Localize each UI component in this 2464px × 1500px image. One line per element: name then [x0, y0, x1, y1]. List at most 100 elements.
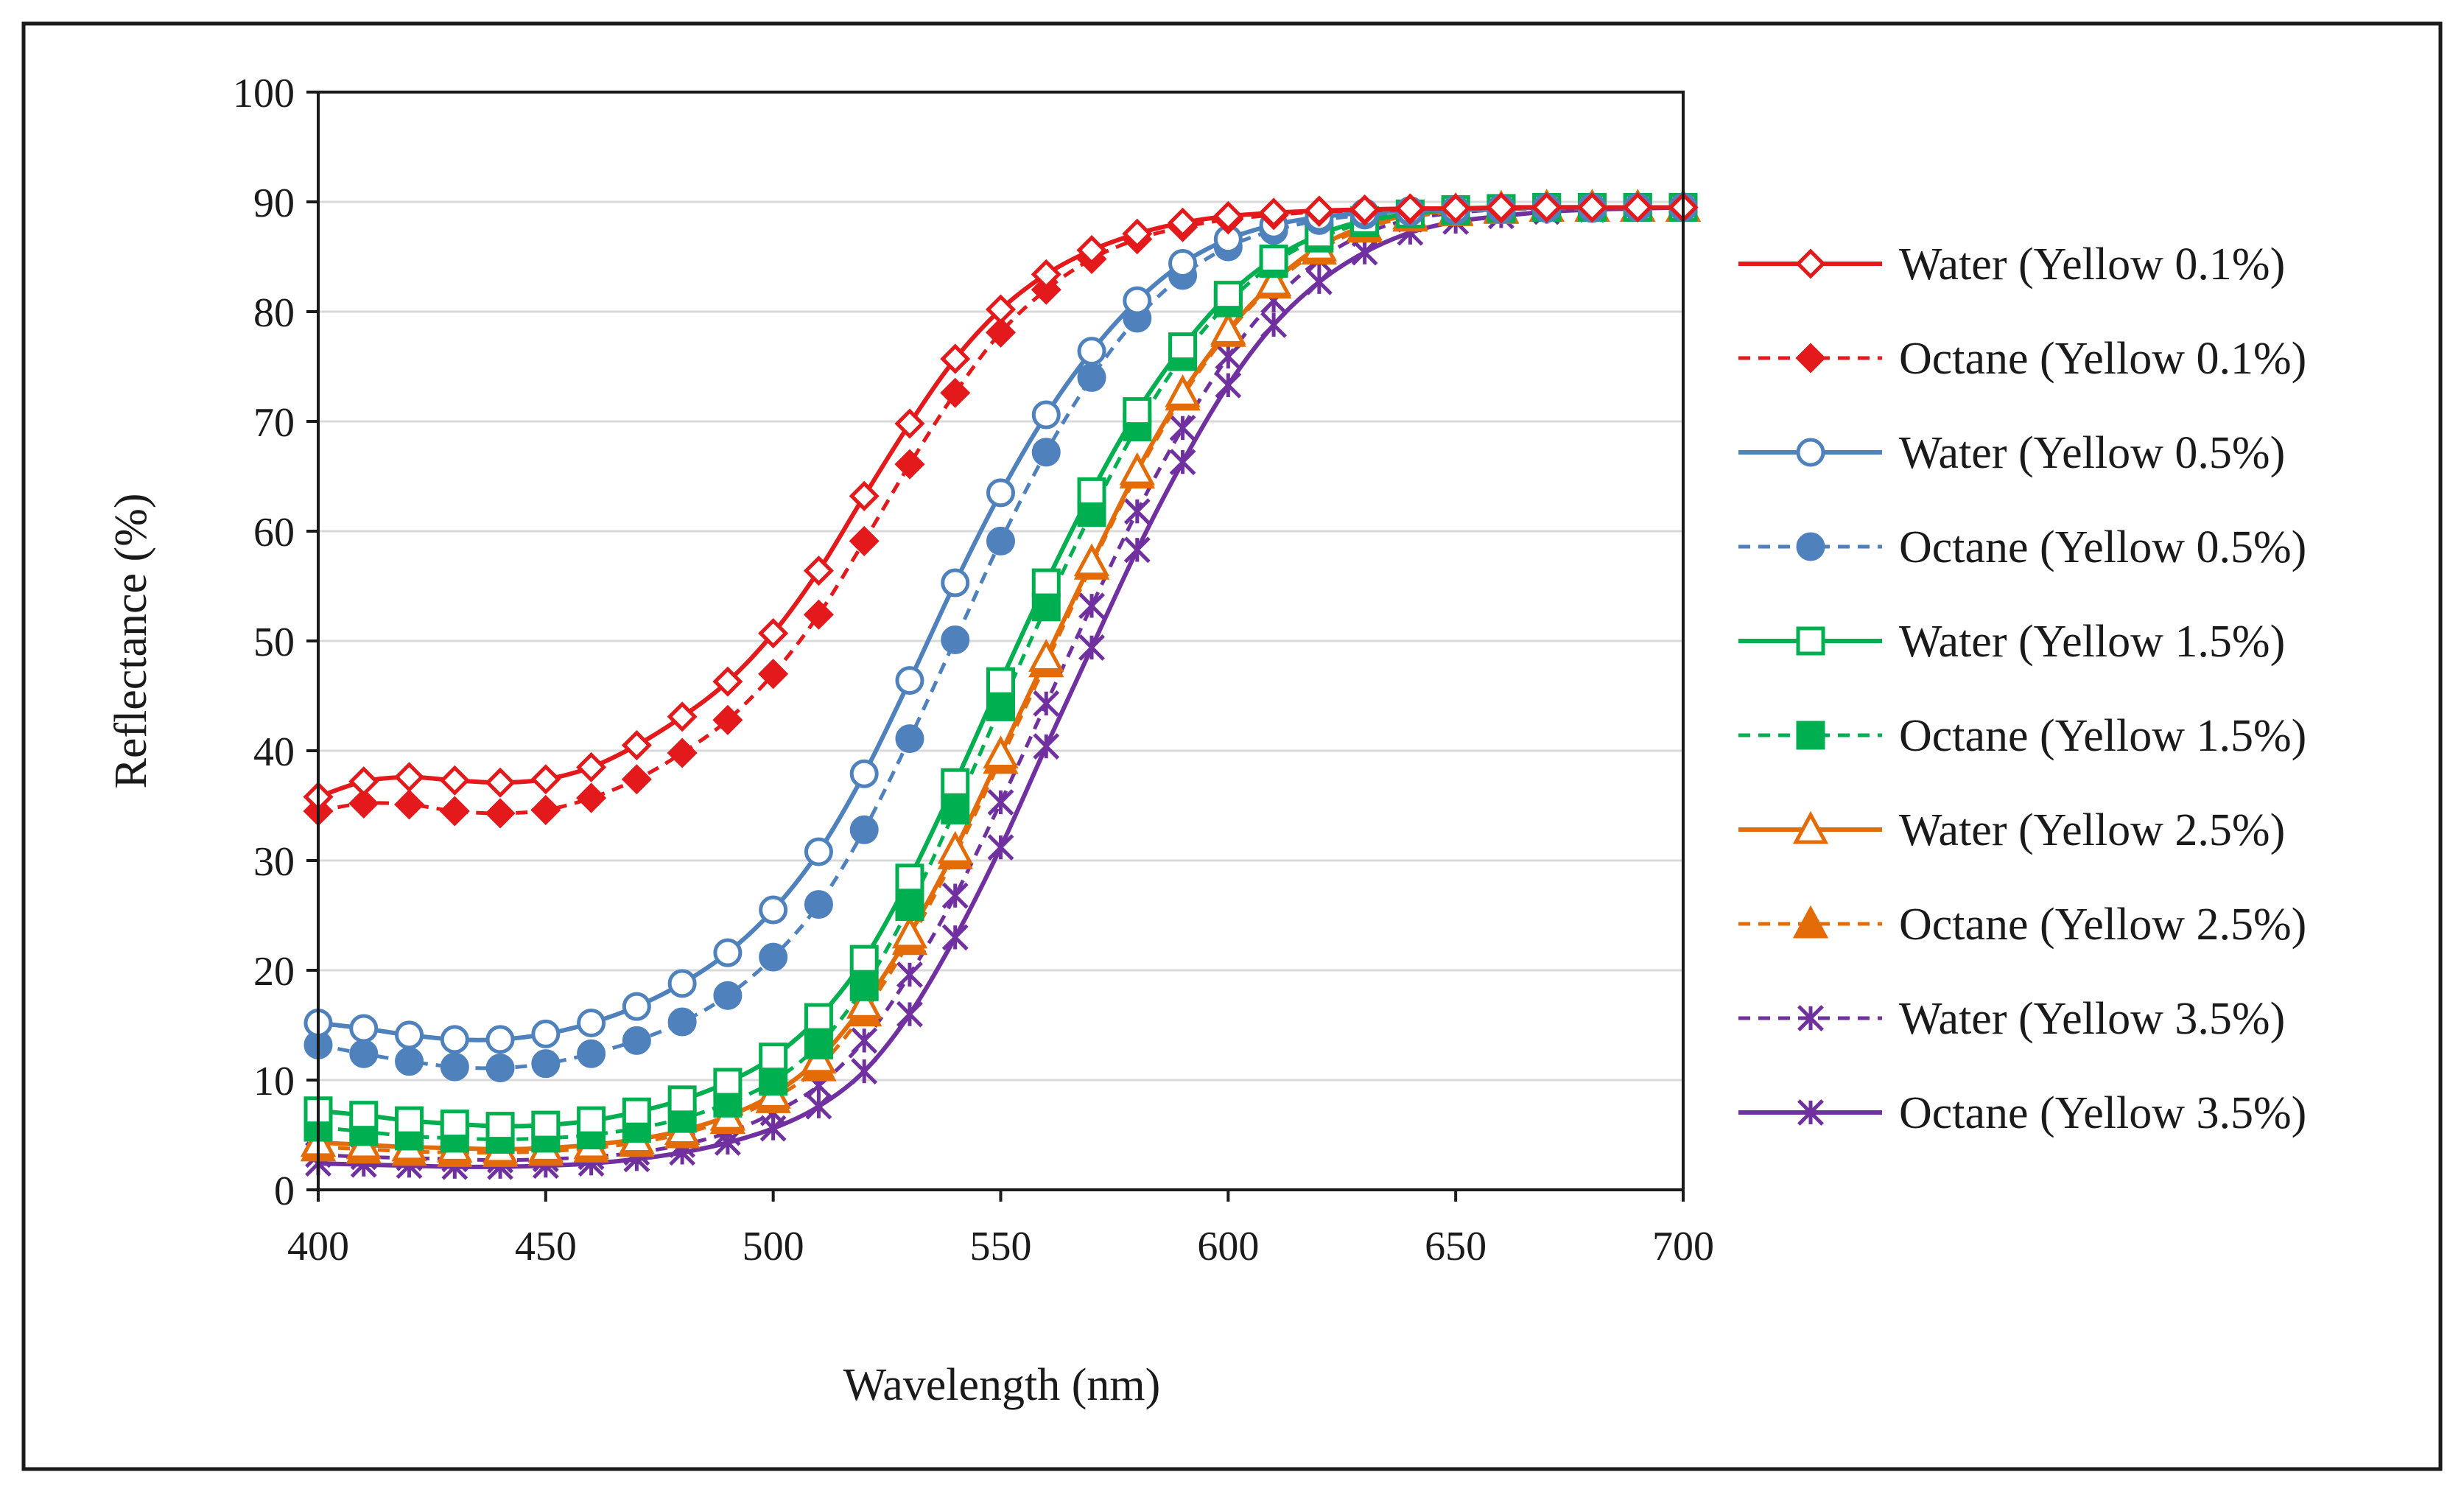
data-point	[440, 1110, 469, 1139]
x-tick-labels: 400 450 500 550 600 650 700	[287, 1224, 1714, 1269]
data-point	[1028, 639, 1064, 672]
data-point	[941, 568, 970, 597]
y-tick-label: 80	[253, 290, 295, 336]
data-point	[577, 1009, 606, 1038]
legend-entry: Water (Yellow 3.5%)	[1738, 994, 2285, 1044]
data-point	[803, 599, 834, 630]
figure-frame	[21, 21, 2443, 1471]
data-point	[1212, 200, 1243, 231]
x-tick-label: 700	[1652, 1224, 1714, 1269]
data-point	[1073, 543, 1110, 577]
data-point	[759, 895, 788, 925]
data-point	[531, 1049, 561, 1079]
data-point	[531, 1019, 561, 1048]
legend-marker-swatch	[1795, 248, 1826, 279]
data-point	[895, 666, 924, 695]
data-point	[1031, 259, 1061, 290]
data-point	[395, 1020, 424, 1050]
data-point	[577, 1039, 606, 1068]
data-point	[349, 1101, 379, 1130]
data-point	[759, 1042, 788, 1072]
data-point	[851, 1027, 878, 1054]
data-point	[1168, 248, 1198, 278]
data-point	[395, 1106, 424, 1135]
data-point	[577, 1106, 606, 1135]
legend-marker-swatch	[1796, 721, 1825, 750]
data-point	[621, 730, 652, 761]
data-point	[531, 1110, 561, 1140]
x-tick-label: 500	[743, 1224, 804, 1269]
data-point	[485, 1025, 515, 1054]
data-point	[1169, 449, 1196, 476]
legend: Water (Yellow 0.1%) Octane (Yellow 0.1%) W…	[1738, 239, 2306, 1138]
legend-entry: Water (Yellow 0.5%)	[1738, 428, 2285, 478]
data-point	[1576, 192, 1608, 222]
legend-entry: Octane (Yellow 0.1%)	[1738, 334, 2306, 384]
data-point	[987, 834, 1014, 861]
data-point	[485, 767, 516, 798]
data-point	[1260, 311, 1288, 338]
legend-marker-swatch	[1796, 626, 1825, 656]
data-point	[1123, 498, 1151, 525]
data-point	[985, 294, 1017, 325]
data-point	[1033, 690, 1060, 717]
legend-label: Octane (Yellow 1.5%)	[1899, 711, 2306, 761]
data-point	[986, 526, 1015, 556]
data-point	[846, 985, 882, 1019]
data-point	[941, 882, 969, 909]
legend-entry: Water (Yellow 0.1%)	[1738, 239, 2285, 290]
data-point	[1123, 397, 1152, 427]
data-point	[1078, 592, 1105, 620]
data-point	[1077, 362, 1106, 392]
data-point	[983, 735, 1019, 768]
tick-marks	[306, 91, 1685, 1202]
data-point	[439, 796, 470, 827]
data-point	[530, 794, 561, 825]
data-point	[622, 1026, 651, 1055]
data-point	[941, 625, 970, 655]
data-point	[851, 1058, 878, 1084]
data-point	[348, 766, 379, 797]
data-point	[1077, 337, 1106, 366]
data-point	[804, 1003, 833, 1032]
x-tick-label: 450	[515, 1224, 577, 1269]
legend-entry: Water (Yellow 2.5%)	[1738, 805, 2285, 855]
data-point	[759, 1066, 788, 1096]
data-point	[1077, 477, 1106, 506]
x-tick-label: 400	[287, 1224, 349, 1269]
data-point	[713, 981, 743, 1010]
data-point	[941, 924, 969, 951]
y-tick-label: 50	[253, 620, 295, 665]
legend-marker-swatch	[1796, 438, 1825, 467]
legend-marker-swatch	[1792, 905, 1829, 939]
data-point	[941, 768, 970, 797]
data-point	[1123, 286, 1152, 315]
data-point	[940, 377, 971, 408]
data-point	[621, 764, 652, 795]
legend-marker-swatch	[1792, 810, 1829, 844]
data-point	[1531, 192, 1562, 222]
x-axis-label: Wavelength (nm)	[843, 1360, 1161, 1410]
data-point	[393, 789, 425, 820]
legend-label: Water (Yellow 1.5%)	[1899, 617, 2285, 667]
data-point	[1168, 332, 1198, 362]
legend-label: Octane (Yellow 0.1%)	[1899, 334, 2306, 384]
legend-label: Water (Yellow 0.1%)	[1899, 239, 2285, 290]
data-point	[986, 478, 1015, 508]
data-point	[895, 724, 924, 754]
data-point	[1078, 634, 1105, 661]
data-point	[667, 701, 698, 732]
legend-label: Octane (Yellow 2.5%)	[1899, 900, 2306, 950]
legend-entry: Octane (Yellow 1.5%)	[1738, 711, 2306, 761]
data-point	[849, 815, 879, 844]
data-point	[896, 961, 923, 988]
data-point	[758, 618, 789, 649]
data-point	[1215, 343, 1242, 371]
legend-label: Water (Yellow 0.5%)	[1899, 428, 2285, 478]
legend-marker-swatch	[1797, 1005, 1824, 1031]
data-point	[395, 1047, 424, 1076]
data-point	[576, 751, 607, 782]
y-tick-label: 90	[253, 181, 295, 226]
data-point	[576, 782, 607, 813]
